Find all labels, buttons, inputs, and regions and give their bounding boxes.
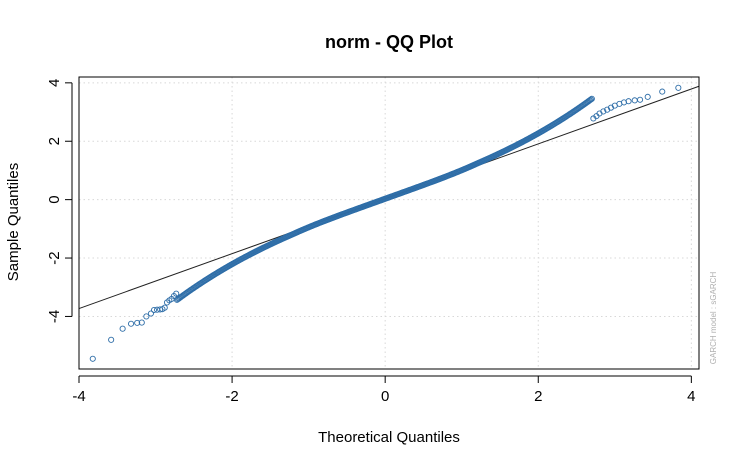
grid <box>78 77 699 369</box>
data-point <box>89 355 96 362</box>
plot-frame <box>78 76 700 370</box>
y-tick-label: 4 <box>46 79 63 87</box>
data-point <box>600 108 607 115</box>
data-point <box>625 98 632 105</box>
data-point <box>147 310 155 317</box>
y-axis: 4 2 0 -2 -4 <box>46 79 73 323</box>
x-tick-label: -2 <box>225 388 238 405</box>
data-point <box>143 313 150 320</box>
data-point <box>134 319 141 326</box>
chart-title: norm - QQ Plot <box>325 32 453 52</box>
data-point <box>161 304 168 311</box>
data-point <box>150 306 158 314</box>
data-point <box>675 84 682 91</box>
data-point <box>587 96 594 103</box>
data-point <box>173 290 180 297</box>
x-tick-label: 2 <box>534 388 542 405</box>
y-axis-label: Sample Quantiles <box>5 163 22 281</box>
model-watermark: GARCH model : sGARCH <box>709 272 718 365</box>
y-tick-label: 2 <box>46 137 63 145</box>
data-point <box>659 88 666 95</box>
x-tick-label: 0 <box>381 388 389 405</box>
x-axis: -4 -2 0 2 4 <box>72 375 696 405</box>
x-axis-label: Theoretical Quantiles <box>318 429 460 446</box>
data-point <box>637 96 644 103</box>
data-point <box>631 97 638 104</box>
x-tick-label: -4 <box>72 388 85 405</box>
data-point <box>588 95 595 102</box>
data-points <box>89 84 682 362</box>
data-point <box>644 93 651 100</box>
y-tick-label: -2 <box>46 251 63 264</box>
y-tick-label: 0 <box>46 195 63 203</box>
data-point <box>119 325 126 332</box>
y-tick-label: -4 <box>46 310 63 323</box>
data-point <box>108 336 115 343</box>
data-point <box>127 320 135 327</box>
data-point <box>138 319 145 326</box>
x-tick-label: 4 <box>687 388 695 405</box>
